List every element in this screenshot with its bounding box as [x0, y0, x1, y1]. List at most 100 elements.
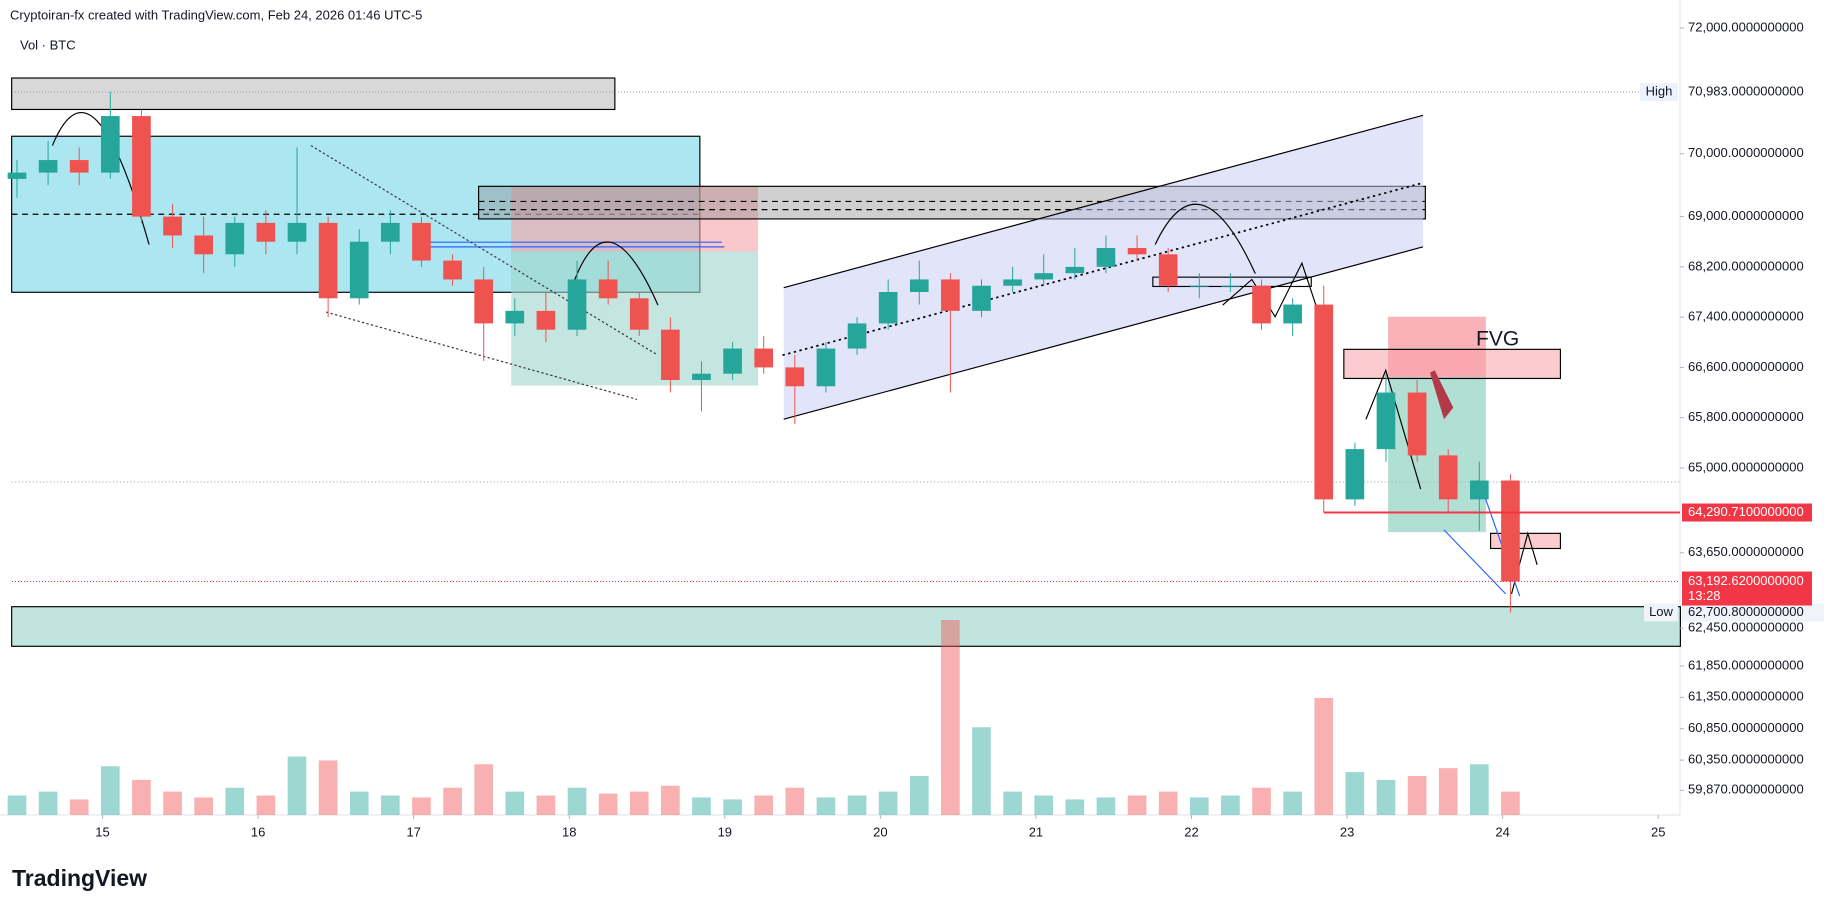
y-tick-label: 60,350.0000000000 — [1688, 752, 1804, 767]
volume-bar — [1127, 795, 1147, 815]
volume-bar — [225, 787, 245, 815]
volume-bar — [1438, 768, 1458, 815]
x-tick-label: 22 — [1184, 824, 1198, 839]
volume-bar — [754, 795, 774, 815]
candle-body — [318, 222, 338, 299]
high-name: High — [1646, 83, 1673, 98]
candle-body — [909, 279, 929, 293]
candle-body — [1252, 285, 1271, 324]
candle-body — [7, 172, 27, 179]
candle-body — [972, 285, 991, 311]
candle-body — [225, 222, 245, 255]
candle-body — [1065, 266, 1085, 274]
volume-bar — [598, 793, 618, 815]
candle-body — [1189, 285, 1209, 287]
candle-body — [878, 292, 898, 324]
low-value-tag — [1682, 603, 1824, 622]
arrow — [1154, 203, 1256, 274]
volume-bar — [1407, 776, 1427, 815]
y-tick-label: 60,850.0000000000 — [1688, 720, 1804, 735]
volume-bar — [1158, 791, 1178, 815]
candle-body — [349, 241, 369, 299]
y-tick-label: 63,650.0000000000 — [1688, 544, 1804, 559]
y-tick-label: 67,400.0000000000 — [1688, 309, 1804, 324]
candle-body — [1469, 480, 1489, 500]
candle-body — [505, 310, 525, 324]
x-tick-label: 15 — [95, 824, 109, 839]
countdown: 13:28 — [1688, 588, 1721, 603]
candle-body — [132, 116, 151, 217]
high-value: 70,983.0000000000 — [1688, 83, 1804, 98]
candle-body — [1003, 279, 1022, 286]
volume-bar — [816, 797, 836, 815]
volume-bar — [1314, 698, 1334, 815]
volume-bar — [38, 791, 58, 815]
volume-bar — [163, 791, 182, 815]
candle-body — [723, 348, 742, 374]
volume-bar — [785, 787, 805, 815]
candle-body — [287, 222, 307, 242]
candle-body — [38, 160, 58, 173]
volume-bar — [878, 791, 898, 815]
x-tick-label: 16 — [251, 824, 265, 839]
volume-bar — [1065, 799, 1085, 815]
volume-bar — [692, 797, 711, 815]
volume-bar — [1501, 791, 1520, 815]
candle-body — [661, 329, 680, 380]
level-tag — [1682, 503, 1812, 522]
drawings — [11, 77, 1681, 647]
volume-bar — [474, 764, 494, 815]
volume-bar — [847, 795, 867, 815]
arrow — [570, 241, 659, 306]
volume-bar — [318, 760, 338, 815]
volume-bar — [100, 766, 120, 815]
candle-body — [1221, 285, 1240, 287]
volume-bar — [1189, 797, 1209, 815]
fvg-reward — [1388, 376, 1486, 533]
candle-body — [1314, 304, 1334, 500]
candle-body — [941, 279, 960, 311]
volume-bar — [381, 795, 400, 815]
candle-body — [754, 348, 774, 368]
low-name: Low — [1649, 604, 1673, 619]
volume-bar — [909, 776, 929, 815]
supply-box — [11, 77, 616, 111]
candle-body — [194, 235, 213, 255]
x-tick-label: 23 — [1340, 824, 1354, 839]
candle-body — [567, 279, 587, 330]
fvg-label: FVG — [1476, 328, 1519, 351]
low-zone — [11, 606, 1681, 647]
low-value: 62,700.8000000000 — [1688, 604, 1804, 619]
x-tick-label: 20 — [873, 824, 887, 839]
candle-body — [598, 279, 618, 299]
candle-body — [847, 323, 867, 349]
volume-bar — [1096, 797, 1116, 815]
volume-bar — [661, 785, 680, 815]
y-tick-label: 69,000.0000000000 — [1688, 208, 1804, 223]
high-tag — [1640, 82, 1678, 101]
x-tick-label: 19 — [718, 824, 732, 839]
big-arrow — [1430, 370, 1454, 420]
volume-bar — [412, 797, 431, 815]
volume-bar — [505, 791, 525, 815]
volume-bar — [1345, 772, 1365, 815]
indicator-label: Vol · BTC — [20, 37, 76, 52]
y-tick-label: 66,600.0000000000 — [1688, 359, 1804, 374]
brand: TradingView — [12, 865, 147, 891]
fvg-box — [1343, 348, 1562, 380]
y-tick-label: 61,350.0000000000 — [1688, 689, 1804, 704]
volume-bar — [194, 797, 213, 815]
y-tick-label: 68,200.0000000000 — [1688, 258, 1804, 273]
candle-body — [629, 298, 649, 330]
candle-body — [1034, 273, 1054, 280]
volume-bar — [132, 779, 151, 815]
candle-body — [474, 279, 494, 324]
volume-bar — [1283, 791, 1302, 815]
candle-body — [1096, 248, 1116, 267]
volume-bar — [972, 727, 991, 815]
volume-bar — [287, 756, 307, 815]
channel — [783, 115, 1424, 420]
volume-bar — [629, 791, 649, 815]
volume-bar — [1252, 787, 1271, 815]
